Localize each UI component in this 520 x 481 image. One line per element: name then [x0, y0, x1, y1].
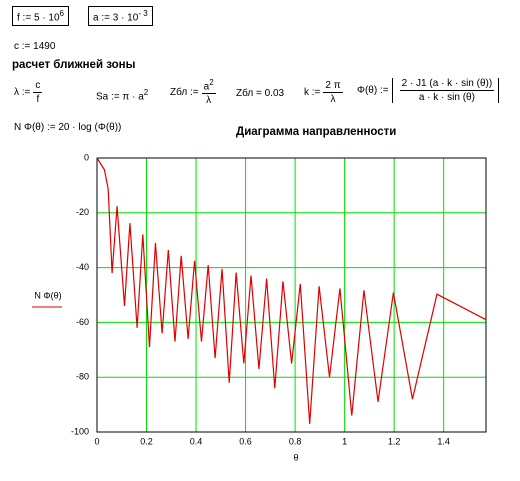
formula-text: Zбл :=	[170, 86, 199, 98]
y-tick-label: -80	[76, 372, 89, 382]
exponent: 6	[59, 9, 64, 18]
denominator: λ	[330, 94, 336, 105]
numerator: a	[203, 81, 210, 93]
formula-c: c := 1490	[14, 41, 56, 52]
plot-frame	[96, 157, 487, 433]
exponent: - 3	[138, 9, 148, 18]
numerator: c	[33, 80, 43, 93]
numerator: 2 π	[323, 80, 343, 93]
y-tick-label: -100	[71, 426, 89, 436]
formula-text: f := 5 · 10	[17, 12, 60, 24]
exponent: 2	[209, 78, 214, 87]
formula-lambda: λ := c f	[14, 80, 43, 105]
numerator: 2 · J1 (a · k · sin (θ))	[399, 78, 495, 91]
formula-text: k :=	[304, 87, 321, 99]
exponent: 2	[143, 88, 149, 97]
section-title: расчет ближней зоны	[12, 59, 136, 71]
y-tick-label: 0	[84, 152, 89, 162]
x-tick-label: 1	[342, 436, 347, 446]
denominator: λ	[206, 95, 212, 107]
denominator: f	[36, 94, 40, 105]
x-tick-label: 0.8	[289, 436, 302, 446]
x-tick-label: 0.2	[140, 436, 153, 446]
x-tick-label: 1.2	[388, 436, 401, 446]
y-tick-label: -60	[76, 317, 89, 327]
formula-f: f := 5 · 106	[12, 6, 69, 27]
formula-phi: Φ(θ) := 2 · J1 (a · k · sin (θ)) a · k · s…	[357, 78, 500, 103]
formula-text: λ :=	[14, 87, 31, 99]
formula-n: N Φ(θ) := 20 · log (Φ(θ))	[14, 122, 122, 133]
y-tick-label: -40	[76, 262, 89, 272]
x-tick-label: 0	[94, 436, 99, 446]
y-axis-label: N Φ(θ)	[34, 290, 61, 300]
formula-z: Zбл := a2 λ	[170, 78, 216, 106]
formula-text: a := 3 · 10	[93, 12, 139, 24]
formula-text: Sa := π · a	[96, 91, 144, 103]
y-tick-label: -20	[76, 207, 89, 217]
formula-text: Φ(θ) :=	[357, 85, 389, 97]
x-tick-label: 0.6	[239, 436, 252, 446]
x-tick-label: 1.4	[437, 436, 450, 446]
formula-a: a := 3 · 10- 3	[88, 6, 153, 27]
data-line	[96, 157, 487, 424]
formula-sa: Sa := π · a2	[96, 88, 148, 102]
formula-z-value: Zбл = 0.03	[236, 88, 285, 99]
chart-title: Диаграмма направленности	[236, 126, 397, 138]
denominator: a · k · sin (θ)	[418, 92, 475, 103]
x-tick-label: 0.4	[190, 436, 203, 446]
x-axis-label: θ	[293, 452, 298, 462]
